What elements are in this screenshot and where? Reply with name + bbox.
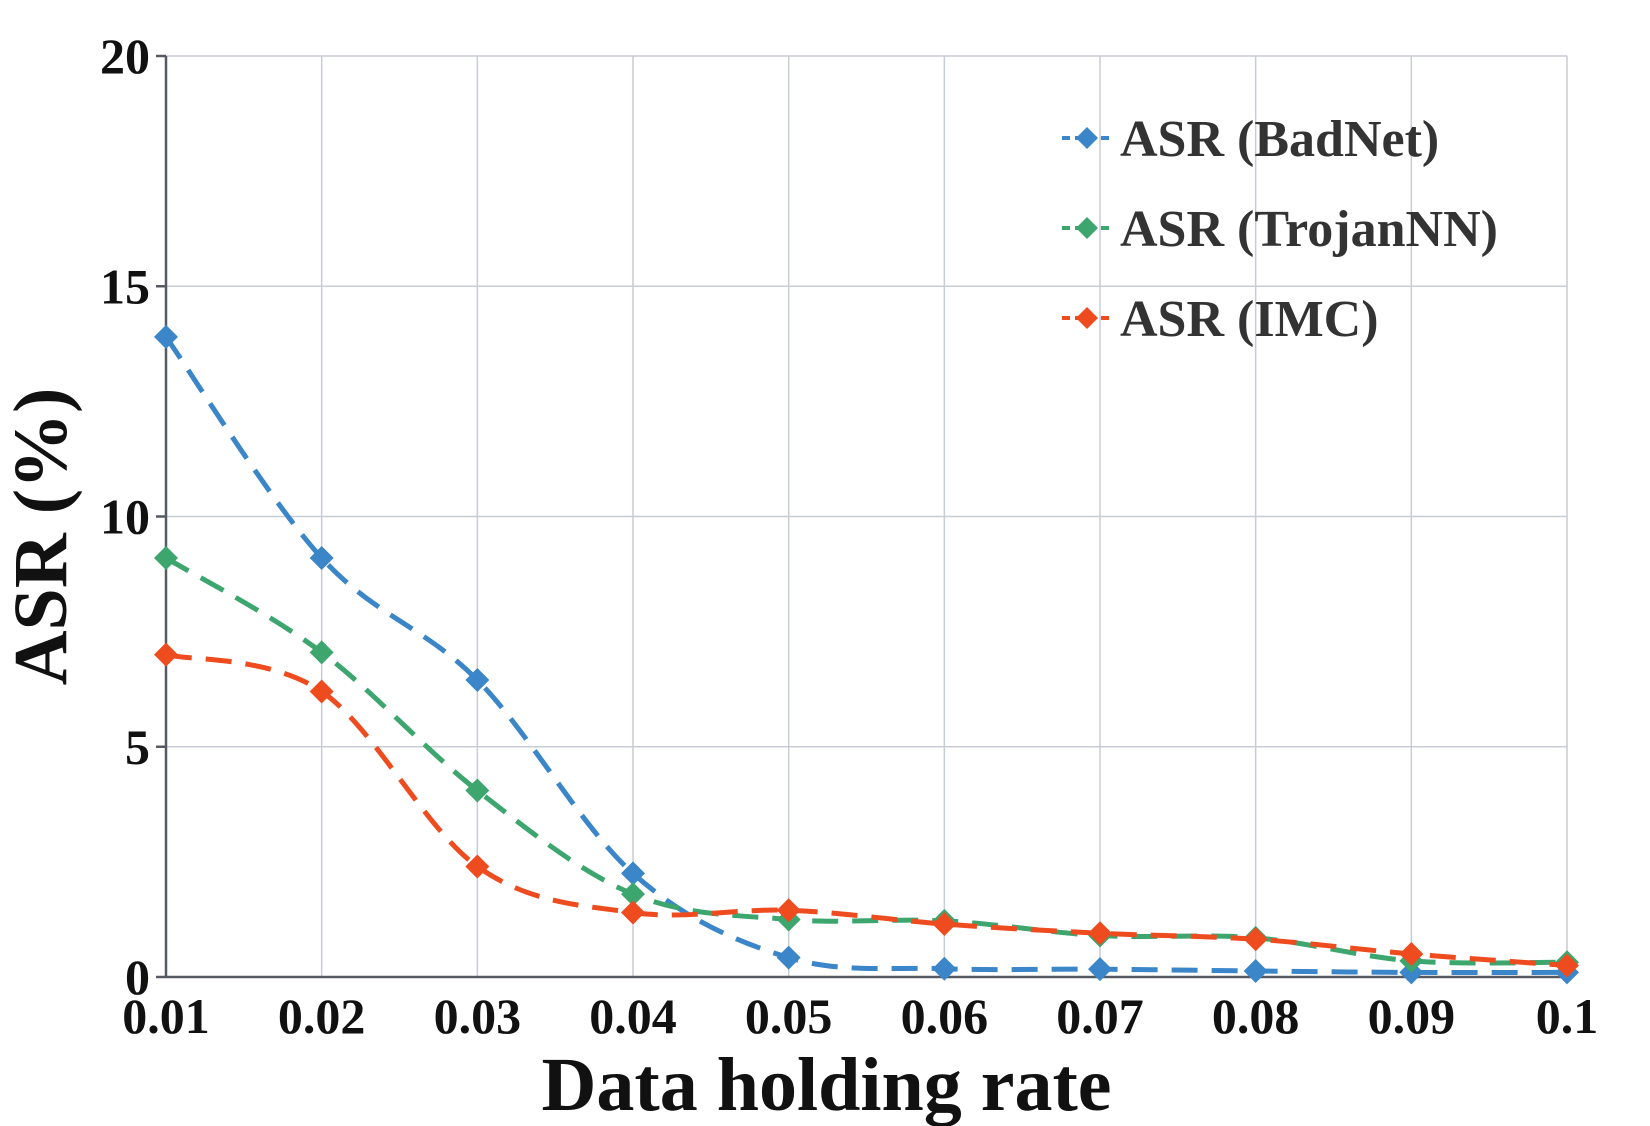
x-tick-label: 0.04 — [589, 988, 677, 1044]
series-0 — [154, 324, 1579, 985]
y-axis-title: ASR (%) — [0, 388, 83, 686]
series-line — [165, 652, 1568, 968]
data-point — [1088, 957, 1112, 982]
data-point — [776, 945, 801, 970]
data-point — [309, 545, 334, 570]
data-point — [154, 545, 178, 570]
data-point — [465, 778, 490, 803]
data-point — [1243, 959, 1268, 984]
data-point — [154, 324, 178, 349]
data-point — [621, 861, 645, 886]
data-point — [465, 854, 490, 879]
data-point — [1088, 921, 1112, 946]
legend-entry: ASR (IMC) — [1062, 291, 1379, 348]
series-group — [154, 324, 1579, 985]
data-point — [1243, 927, 1268, 952]
x-tick-label: 0.06 — [901, 988, 989, 1044]
data-point — [309, 679, 334, 704]
x-axis-title: Data holding rate — [542, 1043, 1112, 1126]
x-tick-label: 0.05 — [745, 988, 833, 1044]
x-tick-label: 0.03 — [434, 988, 522, 1044]
legend: ASR (BadNet) ASR (TrojanNN) ASR (IMC) — [1062, 111, 1498, 348]
x-tick-label: 0.02 — [278, 988, 366, 1044]
x-tick-label: 0.1 — [1536, 988, 1599, 1044]
y-tick-label: 20 — [100, 28, 150, 84]
legend-entry: ASR (BadNet) — [1062, 111, 1439, 168]
data-point — [932, 956, 957, 981]
gridlines — [166, 55, 1568, 977]
tick-labels: 0.01 0.02 0.03 0.04 0.05 0.06 0.07 0.08 0.09 0.1 0… — [100, 28, 1598, 1044]
y-tick-label: 5 — [125, 719, 150, 775]
legend-swatch-marker — [1076, 127, 1098, 149]
y-tick-label: 10 — [100, 489, 150, 545]
legend-swatch-marker — [1076, 217, 1098, 239]
data-point — [932, 912, 957, 937]
series-1 — [154, 545, 1579, 975]
series-line — [163, 335, 1568, 975]
data-point — [621, 900, 645, 925]
data-point — [1555, 953, 1579, 978]
data-point — [309, 640, 334, 665]
legend-swatch-marker — [1076, 307, 1098, 329]
legend-label: ASR (IMC) — [1120, 291, 1379, 348]
data-point — [465, 667, 490, 692]
y-tick-label: 0 — [125, 949, 150, 1005]
series-line — [164, 555, 1568, 966]
x-tick-label: 0.09 — [1368, 988, 1456, 1044]
y-tick-label: 15 — [100, 258, 150, 314]
data-point — [776, 898, 801, 923]
x-tick-label: 0.07 — [1056, 988, 1144, 1044]
legend-label: ASR (TrojanNN) — [1120, 201, 1498, 258]
x-tick-label: 0.08 — [1212, 988, 1300, 1044]
data-point — [621, 882, 645, 907]
data-point — [154, 642, 178, 667]
axes — [156, 54, 1567, 979]
legend-entry: ASR (TrojanNN) — [1062, 201, 1498, 258]
series-2 — [154, 642, 1579, 978]
legend-label: ASR (BadNet) — [1120, 111, 1439, 168]
data-point — [1399, 941, 1424, 966]
x-tick-label: 0.01 — [122, 988, 210, 1044]
